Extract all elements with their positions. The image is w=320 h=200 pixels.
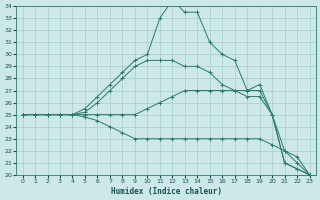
X-axis label: Humidex (Indice chaleur): Humidex (Indice chaleur) [111,187,221,196]
